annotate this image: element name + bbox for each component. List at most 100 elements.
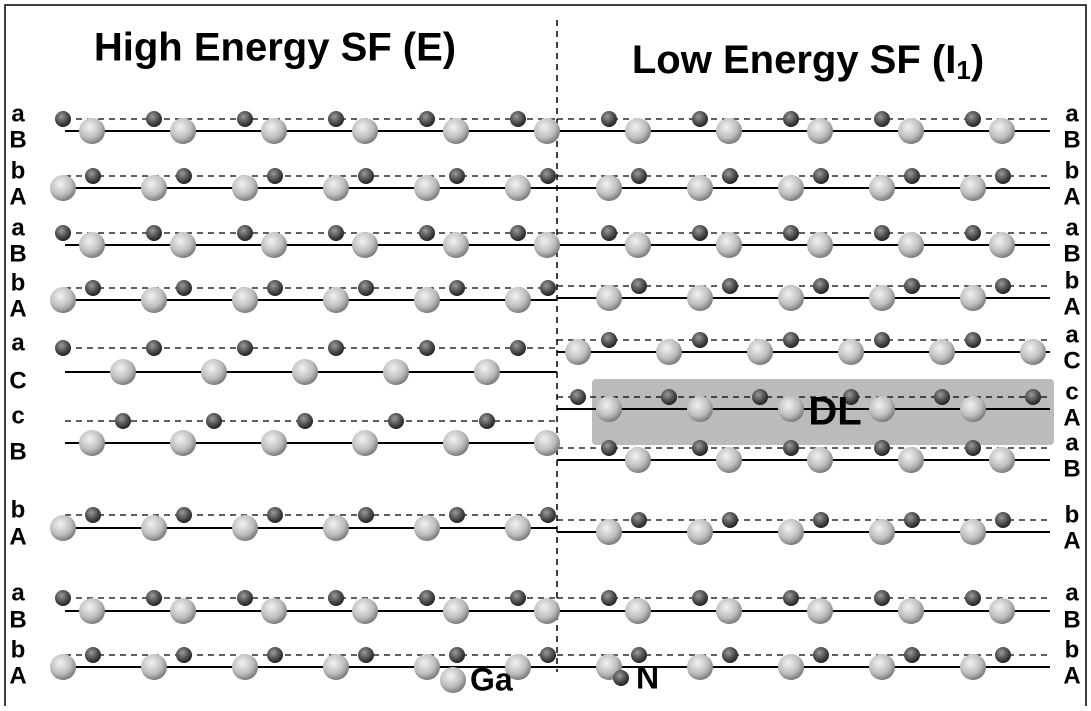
n-atom [358, 647, 374, 663]
ga-atom [960, 285, 986, 311]
ga-atom [565, 339, 591, 365]
layer-label-lower: B [1063, 126, 1080, 153]
n-atom [479, 413, 495, 429]
n-atom [995, 168, 1011, 184]
n-atom [267, 507, 283, 523]
ga-atom [261, 118, 287, 144]
ga-atom [687, 519, 713, 545]
ga-atom [79, 598, 105, 624]
ga-atom [232, 287, 258, 313]
ga-atom [778, 519, 804, 545]
n-atom [783, 590, 799, 606]
n-atom [692, 590, 708, 606]
n-atom [176, 647, 192, 663]
n-atom [631, 647, 647, 663]
ga-atom [807, 447, 833, 473]
ga-atom [869, 519, 895, 545]
n-atom [904, 512, 920, 528]
n-atom [965, 440, 981, 456]
ga-atom [625, 598, 651, 624]
legend-ga: Ga [470, 661, 513, 697]
ga-atom [1020, 339, 1046, 365]
ga-atom [50, 654, 76, 680]
n-atom [601, 111, 617, 127]
n-atom [510, 111, 526, 127]
layer-label-upper: b [1065, 501, 1080, 528]
ga-atom [232, 654, 258, 680]
n-atom [904, 168, 920, 184]
ga-atom [534, 232, 560, 258]
n-atom [570, 389, 586, 405]
layer-label-lower: A [1063, 293, 1080, 320]
ga-atom [869, 396, 895, 422]
ga-atom [656, 339, 682, 365]
n-atom [874, 590, 890, 606]
n-atom [783, 225, 799, 241]
n-atom [419, 225, 435, 241]
ga-atom [869, 175, 895, 201]
layer-label-upper: b [11, 496, 26, 523]
n-atom [540, 647, 556, 663]
n-atom [995, 647, 1011, 663]
n-atom [995, 278, 1011, 294]
layer-label-upper: b [11, 269, 26, 296]
n-atom [85, 168, 101, 184]
ga-atom [323, 515, 349, 541]
ga-atom [443, 118, 469, 144]
layer-label-lower: B [9, 240, 26, 267]
n-atom [813, 168, 829, 184]
ga-atom [898, 598, 924, 624]
n-atom [1025, 389, 1041, 405]
title-right: Low Energy SF (I1) [632, 38, 984, 85]
ga-atom [534, 118, 560, 144]
n-atom [146, 590, 162, 606]
title-left: High Energy SF (E) [94, 26, 456, 70]
layer-label-upper: a [11, 214, 25, 241]
layer-label-upper: b [1065, 267, 1080, 294]
layer-label-upper: a [1065, 579, 1079, 606]
ga-atom [323, 175, 349, 201]
n-atom [934, 389, 950, 405]
layer-label-lower: A [9, 183, 26, 210]
n-atom [206, 413, 222, 429]
n-atom [813, 278, 829, 294]
n-atom [55, 590, 71, 606]
ga-atom [807, 232, 833, 258]
layer-label-upper: a [11, 329, 25, 356]
defect-label: DL [808, 390, 861, 434]
layer-label-lower: C [1063, 347, 1080, 374]
n-atom [783, 111, 799, 127]
ga-atom [778, 285, 804, 311]
n-atom [631, 512, 647, 528]
n-atom [965, 332, 981, 348]
n-atom [237, 111, 253, 127]
ga-atom [141, 515, 167, 541]
ga-atom [687, 654, 713, 680]
layer-label-lower: A [1063, 527, 1080, 554]
ga-atom [898, 447, 924, 473]
ga-atom [596, 396, 622, 422]
layer-label-lower: B [1063, 606, 1080, 633]
n-atom [540, 168, 556, 184]
ga-atom [352, 118, 378, 144]
n-atom [510, 590, 526, 606]
ga-atom [201, 359, 227, 385]
ga-atom [778, 396, 804, 422]
n-atom [237, 340, 253, 356]
n-atom [510, 340, 526, 356]
n-atom [358, 280, 374, 296]
layer-label-lower: C [9, 367, 26, 394]
n-atom [55, 225, 71, 241]
ga-atom [960, 396, 986, 422]
ga-atom [534, 598, 560, 624]
ga-atom [687, 175, 713, 201]
ga-atom [596, 285, 622, 311]
ga-atom [261, 598, 287, 624]
n-atom [540, 280, 556, 296]
n-atom [965, 225, 981, 241]
ga-atom [505, 654, 531, 680]
layer-label-lower: A [9, 662, 26, 689]
ga-atom [79, 118, 105, 144]
